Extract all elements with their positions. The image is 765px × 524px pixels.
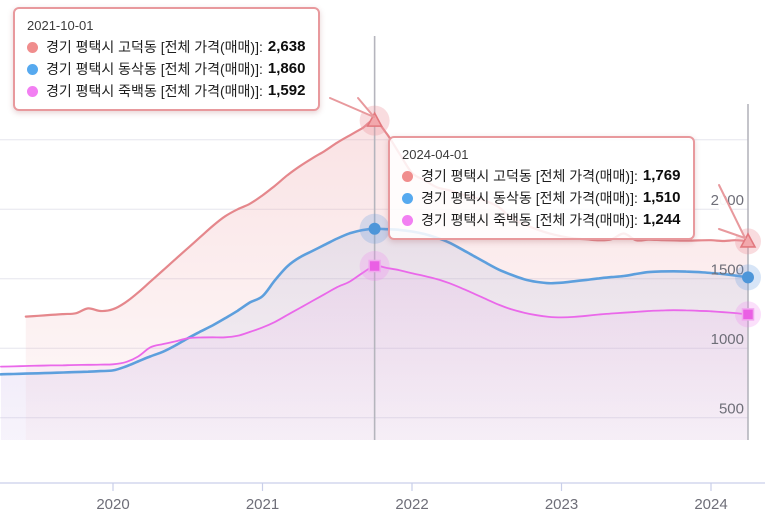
series-dot-godeok-icon [402,170,413,182]
triangle-marker [366,111,383,127]
series-value: 1,244 [642,211,681,228]
square-marker [741,308,755,321]
series-dot-dongsak-icon [27,63,38,75]
series-label: 경기 평택시 고덕동 [전체 가격(매매)]: [421,168,638,184]
y-axis-label: 500 [719,400,744,417]
x-axis-label: 2021 [246,496,279,513]
tooltip-date: 2021-10-01 [27,18,94,33]
series-dot-jukbaek-icon [402,214,413,226]
circle-marker [368,222,381,235]
tooltip-series-row: 경기 평택시 동삭동 [전체 가격(매매)]: 1,860 [27,58,305,80]
square-marker [368,259,381,273]
series-dot-jukbaek-icon [27,85,38,97]
x-axis-label: 2024 [694,496,727,513]
series-value: 1,860 [267,60,306,77]
y-axis-label: 2000 [711,192,744,209]
tooltip-series-row: 경기 평택시 죽백동 [전체 가격(매매)]: 1,592 [27,80,305,102]
series-dot-godeok-icon [27,41,38,53]
series-label: 경기 평택시 동삭동 [전체 가격(매매)]: [46,61,263,77]
tooltip-2024-04-01: 2024-04-01 경기 평택시 고덕동 [전체 가격(매매)]: 1,769… [388,136,696,240]
triangle-marker [739,232,757,248]
tooltip-series-row: 경기 평택시 죽백동 [전체 가격(매매)]: 1,244 [402,209,680,231]
y-axis-label: 1000 [711,331,744,348]
series-label: 경기 평택시 죽백동 [전체 가격(매매)]: [421,212,638,228]
series-value: 1,510 [642,189,681,206]
tooltip-series-row: 경기 평택시 고덕동 [전체 가격(매매)]: 1,769 [402,165,680,187]
series-value: 1,592 [267,82,306,99]
y-axis-label: 1500 [711,261,744,278]
series-value: 1,769 [642,167,681,184]
series-label: 경기 평택시 동삭동 [전체 가격(매매)]: [421,190,638,206]
circle-marker [742,271,754,284]
series-label: 경기 평택시 고덕동 [전체 가격(매매)]: [46,39,263,55]
tooltip-2021-10-01: 2021-10-01 경기 평택시 고덕동 [전체 가격(매매)]: 2,638… [13,7,321,111]
tooltip-series-row: 경기 평택시 고덕동 [전체 가격(매매)]: 2,638 [27,36,305,58]
x-axis-label: 2020 [96,496,129,513]
tooltip-series-row: 경기 평택시 동삭동 [전체 가격(매매)]: 1,510 [402,187,680,209]
series-label: 경기 평택시 죽백동 [전체 가격(매매)]: [46,83,263,99]
x-axis-label: 2023 [545,496,578,513]
tooltip-date: 2024-04-01 [402,147,469,162]
x-axis-label: 2022 [395,496,428,513]
series-dot-dongsak-icon [402,192,413,204]
series-value: 2,638 [267,38,306,55]
